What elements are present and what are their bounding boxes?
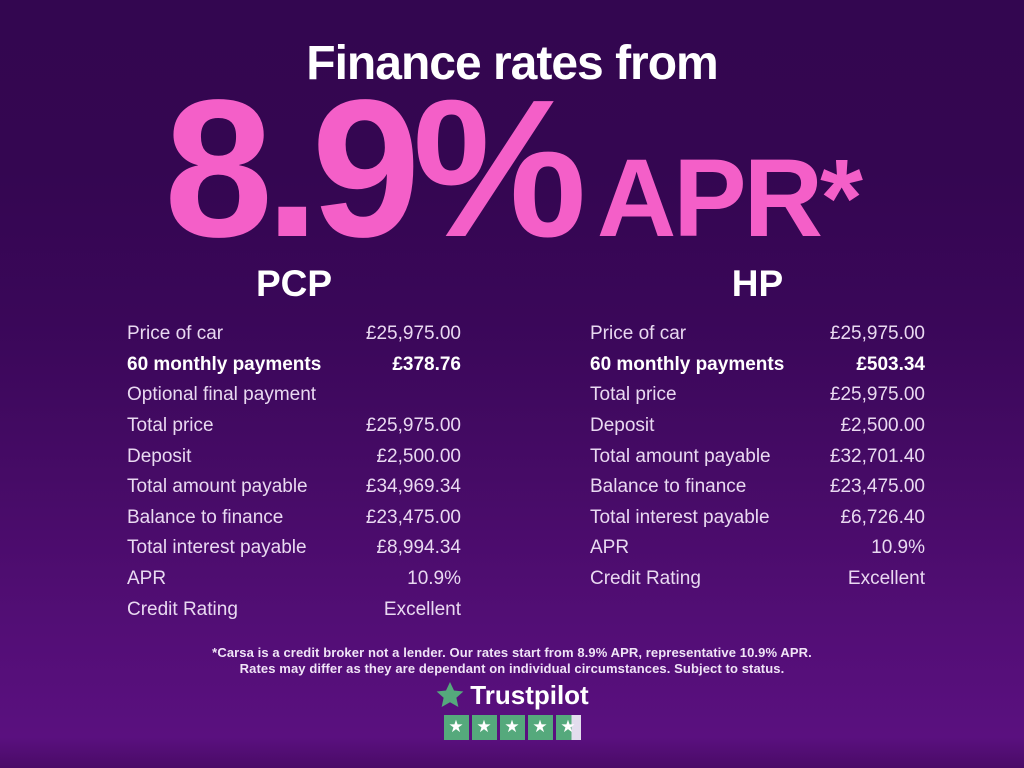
row-value: £378.76 bbox=[392, 353, 461, 375]
row-label: Optional final payment bbox=[127, 384, 317, 406]
table-row: Total price £25,975.00 bbox=[127, 411, 461, 442]
rate-value: 8.9% bbox=[164, 59, 587, 278]
table-row: Price of car £25,975.00 bbox=[127, 319, 461, 350]
table-row: Deposit £2,500.00 bbox=[590, 411, 925, 442]
row-value: £8,994.34 bbox=[376, 537, 461, 559]
row-value: 10.9% bbox=[871, 537, 925, 559]
rating-star-icon: ★ bbox=[499, 715, 525, 740]
table-row: APR 10.9% bbox=[127, 564, 461, 595]
table-row: Total amount payable £34,969.34 bbox=[127, 472, 461, 503]
hp-table: Price of car £25,975.00 60 monthly payme… bbox=[590, 319, 925, 594]
row-value: £2,500.00 bbox=[376, 445, 461, 467]
rating-star-partial-icon: ★ bbox=[555, 715, 581, 740]
table-row: Credit Rating Excellent bbox=[127, 594, 461, 625]
trustpilot-badge: Trustpilot ★ ★ ★ ★ ★ bbox=[0, 678, 1024, 740]
row-value: £32,701.40 bbox=[829, 445, 925, 467]
row-value: £6,726.40 bbox=[840, 506, 925, 528]
row-value: £25,975.00 bbox=[829, 323, 925, 345]
row-label: APR bbox=[127, 568, 167, 590]
row-value: £25,975.00 bbox=[829, 384, 925, 406]
row-value: 10.9% bbox=[407, 568, 461, 590]
pcp-heading: PCP bbox=[255, 263, 333, 304]
apr-label: APR* bbox=[596, 137, 863, 260]
row-label: 60 monthly payments bbox=[590, 353, 785, 375]
hp-panel: HP Price of car £25,975.00 60 monthly pa… bbox=[590, 263, 925, 594]
table-row: Optional final payment bbox=[127, 380, 461, 411]
table-row: 60 monthly payments £378.76 bbox=[127, 350, 461, 381]
row-label: Total interest payable bbox=[590, 506, 770, 528]
table-row: Credit Rating Excellent bbox=[590, 564, 925, 595]
rating-star-icon: ★ bbox=[527, 715, 553, 740]
row-value: £23,475.00 bbox=[829, 476, 925, 498]
hp-heading: HP bbox=[731, 263, 784, 304]
row-label: Deposit bbox=[590, 415, 655, 437]
table-row: APR 10.9% bbox=[590, 533, 925, 564]
row-label: Price of car bbox=[127, 323, 224, 345]
table-row: Deposit £2,500.00 bbox=[127, 441, 461, 472]
row-label: Credit Rating bbox=[590, 568, 701, 590]
row-label: Balance to finance bbox=[127, 506, 284, 528]
row-label: Total amount payable bbox=[127, 476, 308, 498]
headline-rate: 8.9% APR* bbox=[0, 59, 1024, 278]
row-label: Total amount payable bbox=[590, 445, 771, 467]
table-row: Total interest payable £6,726.40 bbox=[590, 503, 925, 534]
pcp-panel: PCP Price of car £25,975.00 60 monthly p… bbox=[127, 263, 461, 625]
row-label: Total price bbox=[590, 384, 677, 406]
row-label: Deposit bbox=[127, 445, 192, 467]
table-row: Balance to finance £23,475.00 bbox=[127, 503, 461, 534]
page-title: Finance rates from bbox=[306, 37, 718, 90]
row-label: Total interest payable bbox=[127, 537, 307, 559]
row-value: Excellent bbox=[847, 568, 925, 590]
row-value: £503.34 bbox=[856, 353, 925, 375]
row-value: £2,500.00 bbox=[840, 415, 925, 437]
row-value: Excellent bbox=[383, 598, 461, 620]
pcp-table: Price of car £25,975.00 60 monthly payme… bbox=[127, 319, 461, 625]
row-label: 60 monthly payments bbox=[127, 353, 322, 375]
row-label: Total price bbox=[127, 415, 214, 437]
table-row: 60 monthly payments £503.34 bbox=[590, 350, 925, 381]
row-label: Balance to finance bbox=[590, 476, 747, 498]
trustpilot-star-icon bbox=[436, 682, 464, 707]
table-row: Balance to finance £23,475.00 bbox=[590, 472, 925, 503]
trustpilot-rating-stars: ★ ★ ★ ★ ★ bbox=[443, 715, 581, 740]
table-row: Total interest payable £8,994.34 bbox=[127, 533, 461, 564]
disclaimer-line-1: *Carsa is a credit broker not a lender. … bbox=[212, 645, 812, 660]
row-label: APR bbox=[590, 537, 630, 559]
row-value: £25,975.00 bbox=[365, 415, 461, 437]
trustpilot-brand: Trustpilot bbox=[470, 679, 589, 710]
trustpilot-logo: Trustpilot bbox=[435, 678, 589, 712]
rating-star-icon: ★ bbox=[443, 715, 469, 740]
row-value: £34,969.34 bbox=[365, 476, 461, 498]
row-value: £23,475.00 bbox=[365, 506, 461, 528]
table-row: Price of car £25,975.00 bbox=[590, 319, 925, 350]
disclaimer-line-2: Rates may differ as they are dependant o… bbox=[239, 661, 785, 676]
table-row: Total amount payable £32,701.40 bbox=[590, 441, 925, 472]
row-label: Price of car bbox=[590, 323, 687, 345]
legal-disclaimer: *Carsa is a credit broker not a lender. … bbox=[0, 645, 1024, 677]
rating-star-icon: ★ bbox=[471, 715, 497, 740]
row-label: Credit Rating bbox=[127, 598, 238, 620]
table-row: Total price £25,975.00 bbox=[590, 380, 925, 411]
row-value: £25,975.00 bbox=[365, 323, 461, 345]
